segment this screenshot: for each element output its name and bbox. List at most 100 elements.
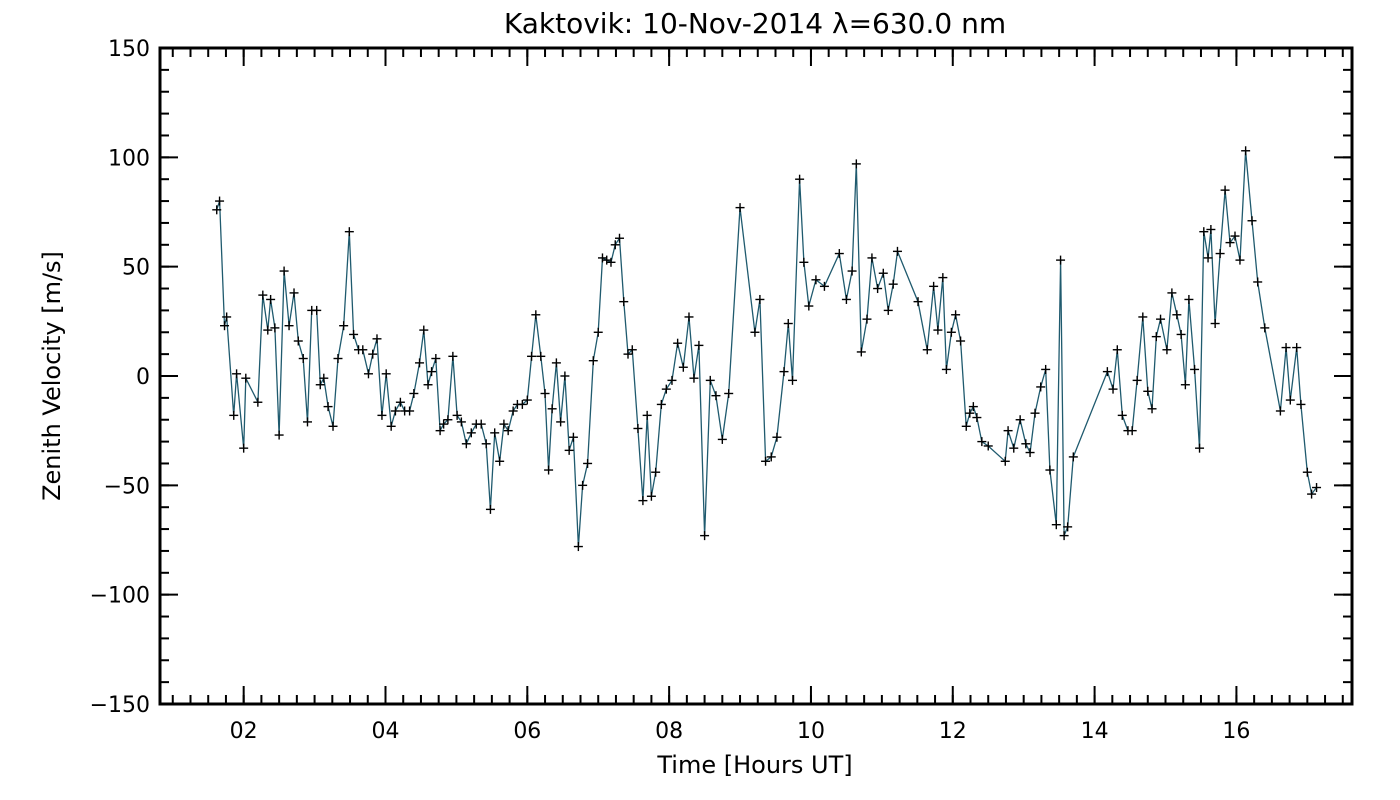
data-point-marker [922,345,932,355]
data-point-marker [892,246,902,256]
data-point-marker [476,419,486,429]
data-point-marker [873,284,883,294]
data-point-marker [724,388,734,398]
data-point-marker [597,253,607,263]
x-axis-label: Time [Hours UT] [656,751,852,779]
data-point-marker [508,406,518,416]
data-point-marker [253,397,263,407]
data-point-marker [390,406,400,416]
data-point-marker [1176,329,1186,339]
data-point-marker [1138,312,1148,322]
data-point-marker [232,369,242,379]
data-point-marker [409,388,419,398]
data-point-marker [481,439,491,449]
data-point-marker [517,399,527,409]
data-point-marker [1127,426,1137,436]
data-point-marker [1241,146,1251,156]
data-point-marker [466,428,476,438]
data-point-marker [1195,443,1205,453]
data-point-marker [1215,249,1225,259]
data-point-marker [431,354,441,364]
data-point-marker [1225,238,1235,248]
data-point-marker [279,266,289,276]
data-point-marker [1030,408,1040,418]
data-point-marker [633,423,643,433]
data-point-marker [1172,310,1182,320]
data-point-marker [961,421,971,431]
data-point-marker [522,395,532,405]
data-point-marker [783,319,793,329]
data-point-marker [583,458,593,468]
data-point-marker [667,375,677,385]
data-point-marker [220,321,230,331]
data-point-marker [1281,343,1291,353]
data-point-marker [694,340,704,350]
data-point-marker [1151,332,1161,342]
data-point-marker [573,542,583,552]
data-point-marker [951,310,961,320]
data-point-marker [678,362,688,372]
data-point-marker [503,426,513,436]
data-point-marker [1003,426,1013,436]
data-point-marker [312,305,322,315]
x-tick-label: 16 [1222,719,1250,744]
data-point-marker [1000,456,1010,466]
data-point-marker [602,255,612,265]
data-point-marker [1068,452,1078,462]
data-point-marker [1059,531,1069,541]
data-point-marker [1063,522,1073,532]
data-point-marker [1253,277,1263,287]
data-point-marker [381,369,391,379]
y-tick-label: 0 [136,365,150,390]
data-point-marker [1147,404,1157,414]
data-point-marker [684,312,694,322]
data-point-marker [1210,319,1220,329]
data-point-marker [427,367,437,377]
data-point-marker [547,404,557,414]
data-point-marker [673,338,683,348]
data-point-marker [1056,255,1066,265]
data-point-marker [1302,467,1312,477]
data-point-marker [1220,185,1230,195]
data-point-marker [490,428,500,438]
data-point-marker [651,467,661,477]
data-point-marker [212,205,222,215]
data-point-marker [700,531,710,541]
data-point-marker [972,413,982,423]
data-point-marker [1206,224,1216,234]
y-tick-label: 100 [108,146,150,171]
data-point-marker [779,367,789,377]
data-point-marker [1132,375,1142,385]
data-point-marker [1235,255,1245,265]
data-point-marker [862,314,872,324]
data-point-marker [772,432,782,442]
data-point-marker [735,203,745,213]
y-tick-label: 150 [108,37,150,62]
data-point-marker [495,456,505,466]
data-point-marker [938,273,948,283]
data-point-marker [819,281,829,291]
x-tick-label: 08 [655,719,683,744]
data-point-marker [443,415,453,425]
data-point-marker [656,399,666,409]
data-point-marker [551,358,561,368]
data-point-marker [527,351,537,361]
data-point-marker [319,373,329,383]
data-point-marker [377,410,387,420]
x-tick-label: 04 [371,719,399,744]
data-point-marker [965,408,975,418]
data-point-marker [1247,216,1257,226]
data-point-marker [1162,345,1172,355]
data-point-marker [1009,443,1019,453]
data-point-marker [293,336,303,346]
data-point-marker [1036,382,1046,392]
data-point-marker [1051,520,1061,530]
data-point-marker [258,290,268,300]
data-point-marker [883,305,893,315]
data-point-marker [372,334,382,344]
data-point-marker [266,294,276,304]
data-point-marker [1167,288,1177,298]
data-point-marker [302,417,312,427]
data-point-marker [270,323,280,333]
data-point-marker [419,325,429,335]
